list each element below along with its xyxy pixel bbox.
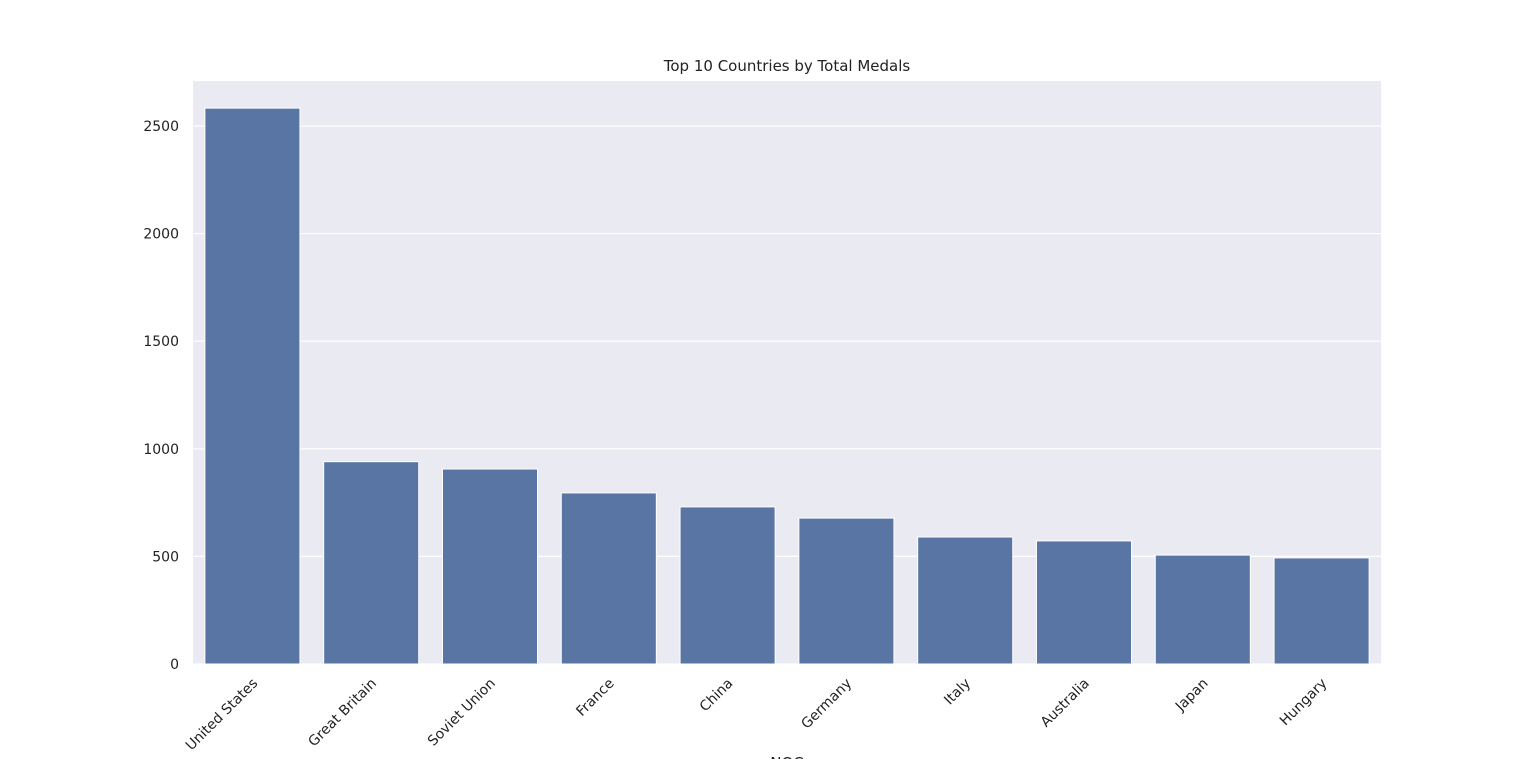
bar: [798, 517, 895, 665]
x-tick-label: Italy: [941, 676, 974, 709]
x-axis-label: NOC: [770, 754, 804, 759]
y-tick-label: 2000: [143, 227, 179, 243]
bar: [917, 536, 1014, 665]
y-tick-label: 500: [152, 549, 179, 565]
bar: [1035, 540, 1133, 665]
x-tick-label: Japan: [1172, 676, 1212, 716]
x-tick-label: France: [573, 676, 617, 720]
bar: [204, 107, 301, 665]
bar: [441, 468, 539, 665]
bar: [1273, 557, 1370, 665]
bar: [323, 461, 420, 665]
chart-title: Top 10 Countries by Total Medals: [663, 57, 911, 75]
x-tick-label: China: [697, 676, 737, 716]
x-tick-label: Germany: [798, 676, 855, 733]
bar: [560, 492, 657, 665]
bar: [679, 506, 776, 665]
y-tick-label: 2500: [143, 119, 179, 135]
x-tick-label: United States: [183, 676, 261, 754]
y-tick-label: 0: [170, 657, 179, 673]
x-tick-label: Soviet Union: [425, 676, 499, 750]
y-tick-label: 1500: [143, 334, 179, 350]
x-tick-label: Australia: [1038, 676, 1093, 731]
bar: [1154, 554, 1251, 665]
x-tick-label: Great Britain: [305, 676, 380, 751]
x-tick-label: Hungary: [1277, 676, 1331, 730]
y-tick-label: 1000: [143, 442, 179, 458]
